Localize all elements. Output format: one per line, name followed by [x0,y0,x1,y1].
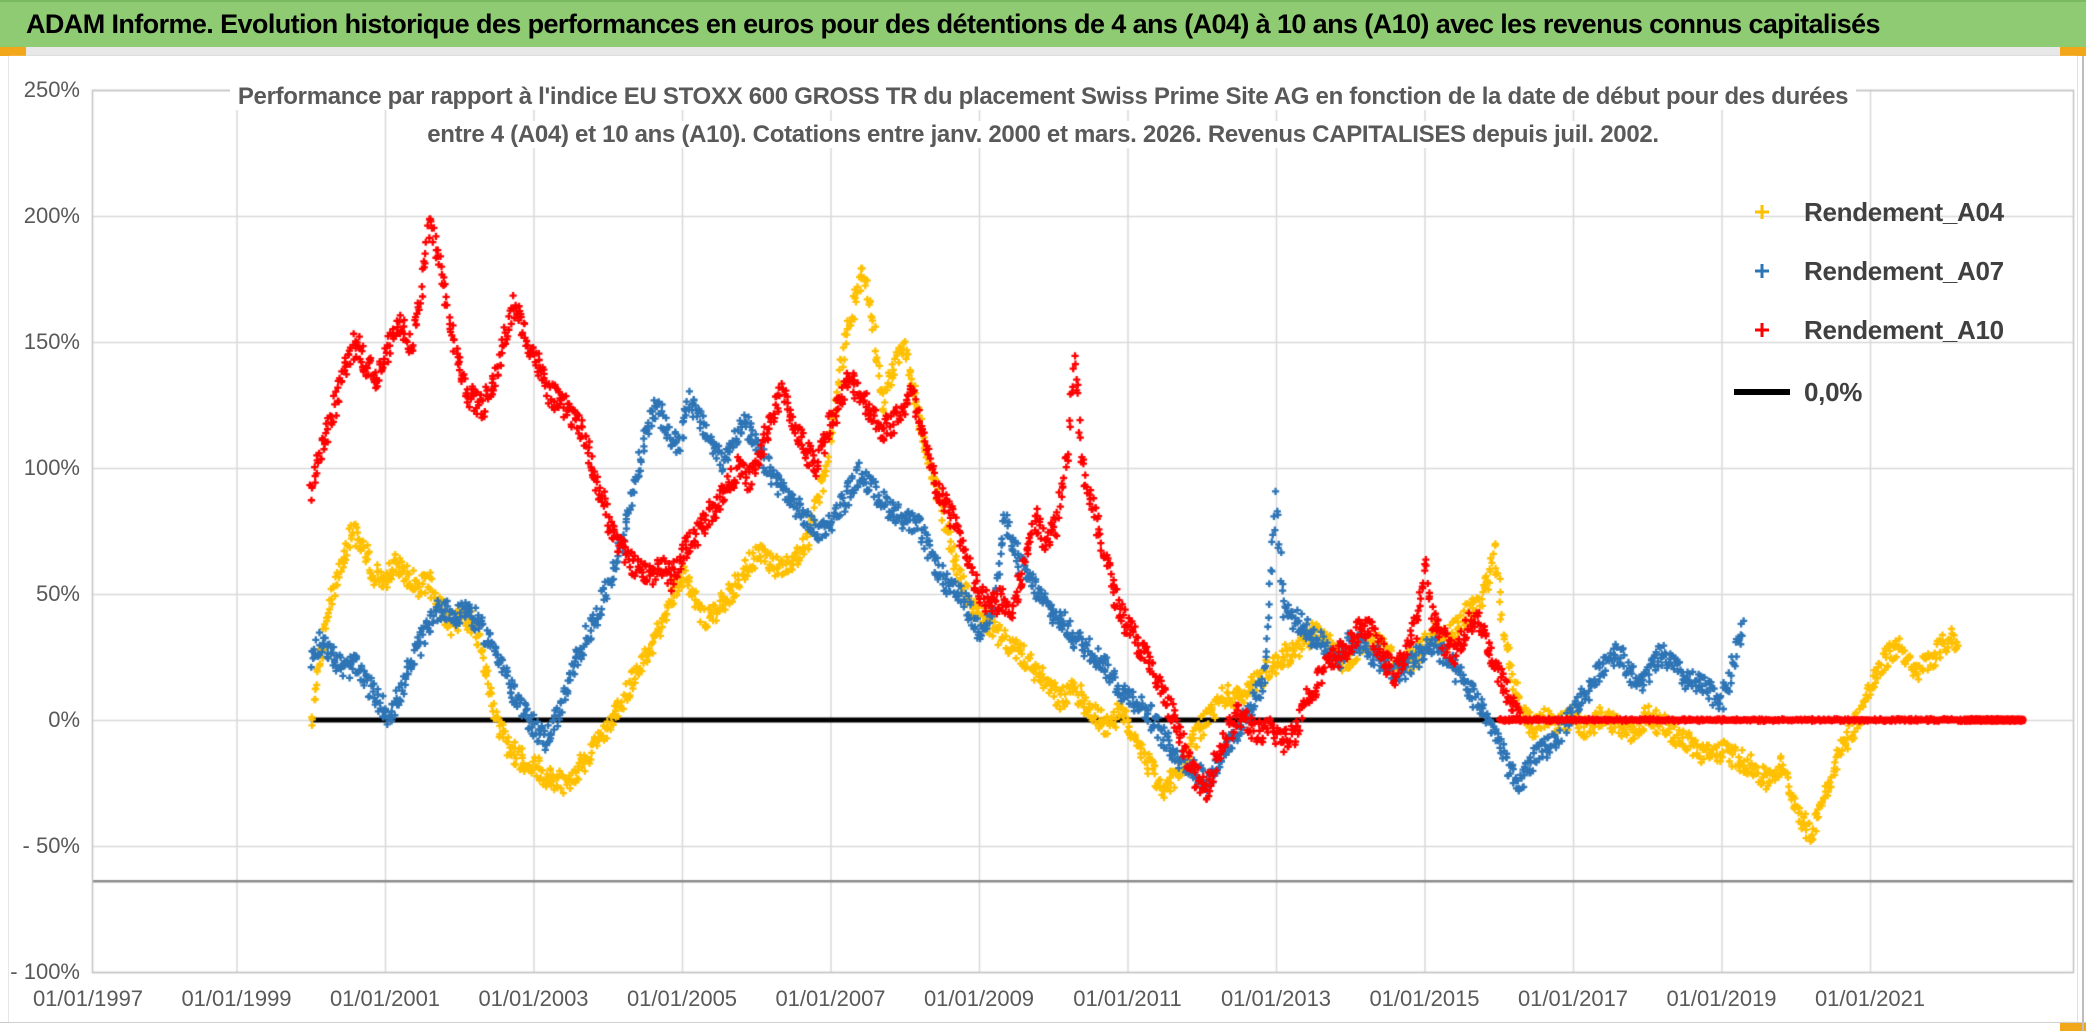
y-tick-label: 250% [23,77,80,102]
chart-title-line1: Performance par rapport à l'indice EU ST… [229,83,1857,110]
legend-item-rendement-a07: Rendement_A07 [1734,253,2004,289]
y-tick-label: - 100% [10,959,80,984]
legend-label: Rendement_A04 [1804,196,2004,227]
x-tick-label: 01/01/1999 [181,986,292,1011]
legend-plus-marker [1734,320,1790,340]
legend-label: 0,0% [1804,376,1863,407]
x-tick-label: 01/01/1997 [32,986,144,1011]
legend-plus-marker [1734,261,1790,281]
x-tick-label: 01/01/2015 [1369,986,1480,1011]
x-tick-label: 01/01/2013 [1220,986,1332,1011]
chart-title-line2: entre 4 (A04) et 10 ans (A10). Cotations… [419,121,1667,148]
y-tick-label: 50% [35,581,80,606]
x-tick-label: 01/01/2011 [1073,986,1182,1011]
legend-label: Rendement_A10 [1804,314,2004,345]
x-tick-label: 01/01/2019 [1666,986,1777,1011]
x-tick-label: 01/01/2005 [626,986,738,1011]
legend-label: Rendement_A07 [1804,255,2004,286]
x-tick-label: 01/01/2003 [478,986,589,1011]
legend-item-rendement-a04: Rendement_A04 [1734,194,2004,230]
chart-title: Performance par rapport à l'indice EU ST… [143,78,1943,154]
legend-item-rendement-a10: Rendement_A10 [1734,312,2004,348]
y-tick-label: 0% [48,707,80,732]
x-tick-label: 01/01/2001 [329,986,441,1011]
x-tick-label: 01/01/2017 [1517,986,1629,1011]
x-tick-label: 01/01/2021 [1814,986,1926,1011]
y-tick-label: 200% [23,203,80,228]
legend-item-0-0-: 0,0% [1734,374,1862,410]
legend-zero-line-swatch [1734,386,1790,398]
legend-plus-marker [1734,202,1790,222]
y-tick-label: 100% [23,455,80,480]
x-tick-label: 01/01/2009 [923,986,1035,1011]
y-tick-label: 150% [23,329,80,354]
y-tick-label: - 50% [22,833,80,858]
x-tick-label: 01/01/2007 [775,986,886,1011]
